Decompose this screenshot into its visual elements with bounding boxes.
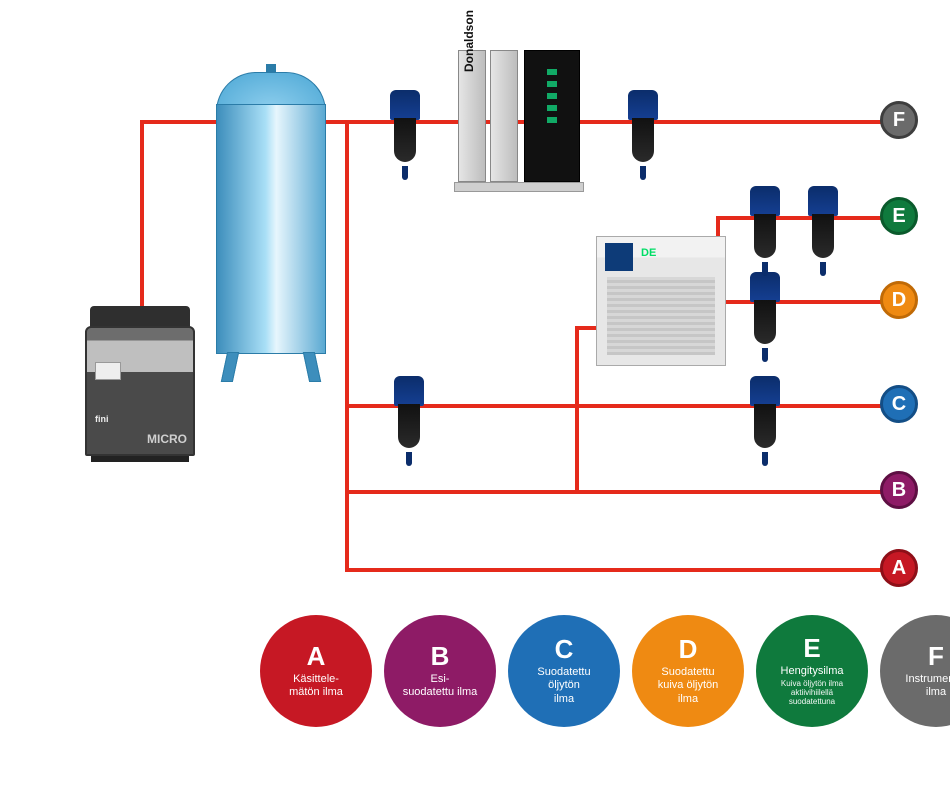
legend-label: Suodatettukuiva öljytönilma [658, 666, 719, 706]
air-tank [206, 72, 336, 382]
pipe-compressor-riser [140, 120, 144, 306]
output-marker-A: A [880, 549, 918, 587]
legend-letter: B [431, 643, 450, 669]
output-marker-F: F [880, 101, 918, 139]
desiccant-dryer: Donaldson [454, 42, 584, 192]
filter-D [748, 272, 782, 362]
diagram-stage: MICRO fini Donaldson DE [0, 0, 950, 792]
legend-label: Käsittele-mätön ilma [289, 673, 343, 699]
legend: A Käsittele-mätön ilma B Esi-suodatettu ilm… [260, 615, 950, 727]
pipe-branch-C [345, 404, 890, 408]
filter-post-desiccant [626, 90, 660, 180]
compressor: MICRO fini [85, 306, 195, 456]
pipe-B-to-dryer [575, 326, 579, 494]
filter-E-2 [806, 186, 840, 276]
pipe-branch-A [345, 568, 890, 572]
legend-label: Esi-suodatettu ilma [403, 673, 478, 699]
compressor-brand: fini [95, 414, 109, 424]
legend-F: F Instrumentti-ilma [880, 615, 950, 727]
legend-label: Hengitysilma [781, 665, 844, 678]
legend-label: Instrumentti-ilma [905, 673, 950, 699]
legend-D: D Suodatettukuiva öljytönilma [632, 615, 744, 727]
legend-letter: A [307, 643, 326, 669]
legend-A: A Käsittele-mätön ilma [260, 615, 372, 727]
legend-B: B Esi-suodatettu ilma [384, 615, 496, 727]
legend-letter: C [555, 636, 574, 662]
legend-letter: D [679, 636, 698, 662]
filter-C-pre [392, 376, 426, 466]
legend-label: Suodatettuöljytönilma [537, 666, 590, 706]
pipe-branch-E [716, 216, 890, 220]
filter-C-post [748, 376, 782, 466]
desiccant-brand: Donaldson [462, 10, 476, 72]
output-marker-B: B [880, 471, 918, 509]
filter-E-1 [748, 186, 782, 276]
pipe-trunk-down [345, 120, 349, 568]
compressor-model: MICRO [147, 432, 187, 446]
filter-pre-desiccant [388, 90, 422, 180]
refrigerant-dryer-label: DE [641, 247, 656, 259]
legend-E: E Hengitysilma Kuiva öljytön ilmaaktiivihi… [756, 615, 868, 727]
legend-letter: E [803, 635, 820, 661]
refrigerant-dryer: DE [596, 236, 726, 366]
output-marker-E: E [880, 197, 918, 235]
pipe-branch-D [716, 300, 890, 304]
output-marker-D: D [880, 281, 918, 319]
legend-C: C Suodatettuöljytönilma [508, 615, 620, 727]
legend-letter: F [928, 643, 944, 669]
legend-sublabel: Kuiva öljytön ilmaaktiivihiilelläsuodate… [781, 680, 843, 706]
output-marker-C: C [880, 385, 918, 423]
pipe-branch-B [345, 490, 890, 494]
